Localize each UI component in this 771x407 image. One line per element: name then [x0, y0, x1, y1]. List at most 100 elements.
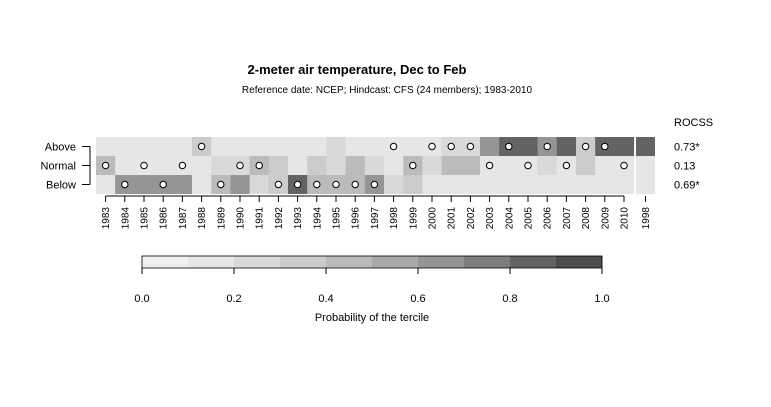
- observed-tercile-marker: [140, 161, 148, 170]
- year-tick-label: 2007: [562, 207, 573, 230]
- legend-tick-label: 0.8: [502, 293, 517, 305]
- year-tick-label: 1987: [178, 207, 189, 230]
- year-tick-label: 1993: [293, 207, 304, 230]
- year-tick-label: 2006: [543, 207, 554, 230]
- legend-swatch: [556, 256, 603, 268]
- heatmap-cell: [307, 156, 327, 175]
- observed-tercile-marker: [601, 142, 609, 151]
- legend-tick-label: 1.0: [594, 293, 609, 305]
- heatmap-cell: [115, 137, 135, 156]
- observed-tercile-marker: [620, 161, 628, 170]
- heatmap-cell: [595, 156, 615, 175]
- heatmap-cell: [172, 137, 193, 156]
- observed-tercile-marker: [293, 180, 302, 189]
- observed-tercile-marker: [217, 180, 225, 189]
- year-tick-label: 1986: [159, 207, 170, 230]
- year-tick-label: 1997: [370, 207, 381, 230]
- rocss-value-above: 0.73*: [674, 142, 700, 154]
- rocss-panel: 0.73* 0.13 0.69* ROCSS 1998: [636, 117, 713, 229]
- heatmap-cell: [307, 137, 327, 156]
- heatmap-cell: [614, 175, 635, 194]
- rocss-header: ROCSS: [674, 117, 713, 129]
- heatmap-cell: [537, 175, 558, 194]
- year-tick-label: 2005: [524, 207, 535, 230]
- legend-title: Probability of the tercile: [315, 312, 429, 324]
- heatmap-cell: [364, 137, 385, 156]
- heatmap-cell: [153, 137, 174, 156]
- heatmap-cell: [595, 175, 615, 194]
- extra-column-tick-label: 1998: [641, 207, 652, 230]
- heatmap-cell: [441, 175, 462, 194]
- row-label-normal: Normal: [41, 161, 76, 173]
- rocss-value-below: 0.69*: [674, 180, 700, 192]
- row-label-above: Above: [45, 142, 76, 154]
- heatmap-cell: [460, 156, 481, 175]
- year-tick-label: 1998: [389, 207, 400, 230]
- legend-swatch: [326, 256, 373, 268]
- year-tick-label: 1985: [140, 207, 151, 230]
- year-tick-label: 1990: [236, 207, 247, 230]
- observed-tercile-marker: [409, 161, 417, 170]
- observed-tercile-marker: [485, 161, 494, 170]
- heatmap-cell: [345, 156, 366, 175]
- legend-border: [141, 255, 603, 269]
- heatmap-cell: [230, 137, 251, 156]
- category-labels: Above Normal Below: [41, 142, 91, 192]
- observed-tercile-marker: [159, 180, 167, 189]
- legend-tick-label: 0.0: [134, 293, 149, 305]
- observed-tercile-marker: [101, 161, 110, 170]
- heatmap-cell: [499, 175, 519, 194]
- legend-swatch: [234, 256, 281, 268]
- year-axis: 1983 1984 1985 1986 1987 1988 1989 1990 1991 1992…: [101, 195, 631, 230]
- heatmap-cell: [384, 175, 404, 194]
- year-tick-label: 2001: [447, 207, 458, 230]
- chart-subtitle: Reference date: NCEP; Hindcast: CFS (24 …: [242, 85, 533, 96]
- heatmap-cell: [518, 175, 539, 194]
- observed-tercile-marker: [466, 142, 475, 151]
- legend-swatch: [372, 256, 419, 268]
- observed-tercile-marker: [562, 161, 571, 170]
- observed-tercile-marker: [428, 142, 436, 151]
- observed-tercile-marker: [581, 142, 590, 151]
- year-tick-label: 2004: [504, 207, 515, 230]
- heatmap-cell: [288, 156, 308, 175]
- heatmap-cell: [403, 137, 423, 156]
- heatmap-cell: [230, 175, 251, 194]
- heatmap-cell: [249, 175, 270, 194]
- legend-swatch: [418, 256, 465, 268]
- observed-tercile-marker: [255, 161, 263, 170]
- heatmap-cell: [537, 156, 558, 175]
- heatmap-cell: [192, 156, 212, 175]
- heatmap-cell: [518, 137, 539, 156]
- heatmap-cell: [268, 137, 289, 156]
- heatmap-cell: [96, 137, 116, 156]
- heatmap-cell: [153, 156, 174, 175]
- legend-tick-label: 0.4: [318, 293, 333, 305]
- probability-legend: 0.0 0.2 0.4 0.6 0.8 1.0 Probability of the ter…: [134, 255, 610, 324]
- year-tick-label: 1992: [274, 207, 285, 230]
- heatmap-cell: [576, 156, 596, 175]
- heatmap-cell: [249, 137, 270, 156]
- heatmap-cell: [326, 156, 347, 175]
- year-tick-label: 1988: [197, 207, 208, 230]
- observed-tercile-marker: [505, 142, 513, 151]
- heatmap-cell: [384, 156, 404, 175]
- observed-tercile-marker: [332, 180, 340, 189]
- observed-tercile-marker: [313, 180, 321, 189]
- year-tick-label: 2002: [466, 207, 477, 230]
- heatmap-cell: [288, 137, 308, 156]
- heatmap-cell: [460, 175, 481, 194]
- observed-tercile-marker: [389, 142, 398, 151]
- observed-tercile-marker: [236, 161, 244, 170]
- heatmap-cell: [211, 137, 231, 156]
- heatmap-cell: [499, 156, 519, 175]
- legend-swatch: [142, 256, 189, 268]
- heatmap-cell: [556, 175, 577, 194]
- row-label-below: Below: [46, 180, 76, 192]
- year-tick-label: 1983: [101, 207, 112, 230]
- legend-swatch: [510, 256, 557, 268]
- year-tick-label: 2010: [620, 207, 631, 230]
- year-tick-label: 1991: [255, 207, 266, 230]
- heatmap-grid: [96, 137, 635, 194]
